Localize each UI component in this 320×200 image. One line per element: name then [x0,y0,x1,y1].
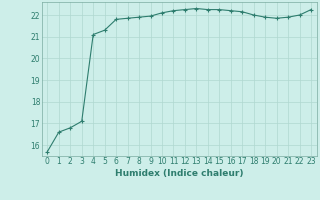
X-axis label: Humidex (Indice chaleur): Humidex (Indice chaleur) [115,169,244,178]
